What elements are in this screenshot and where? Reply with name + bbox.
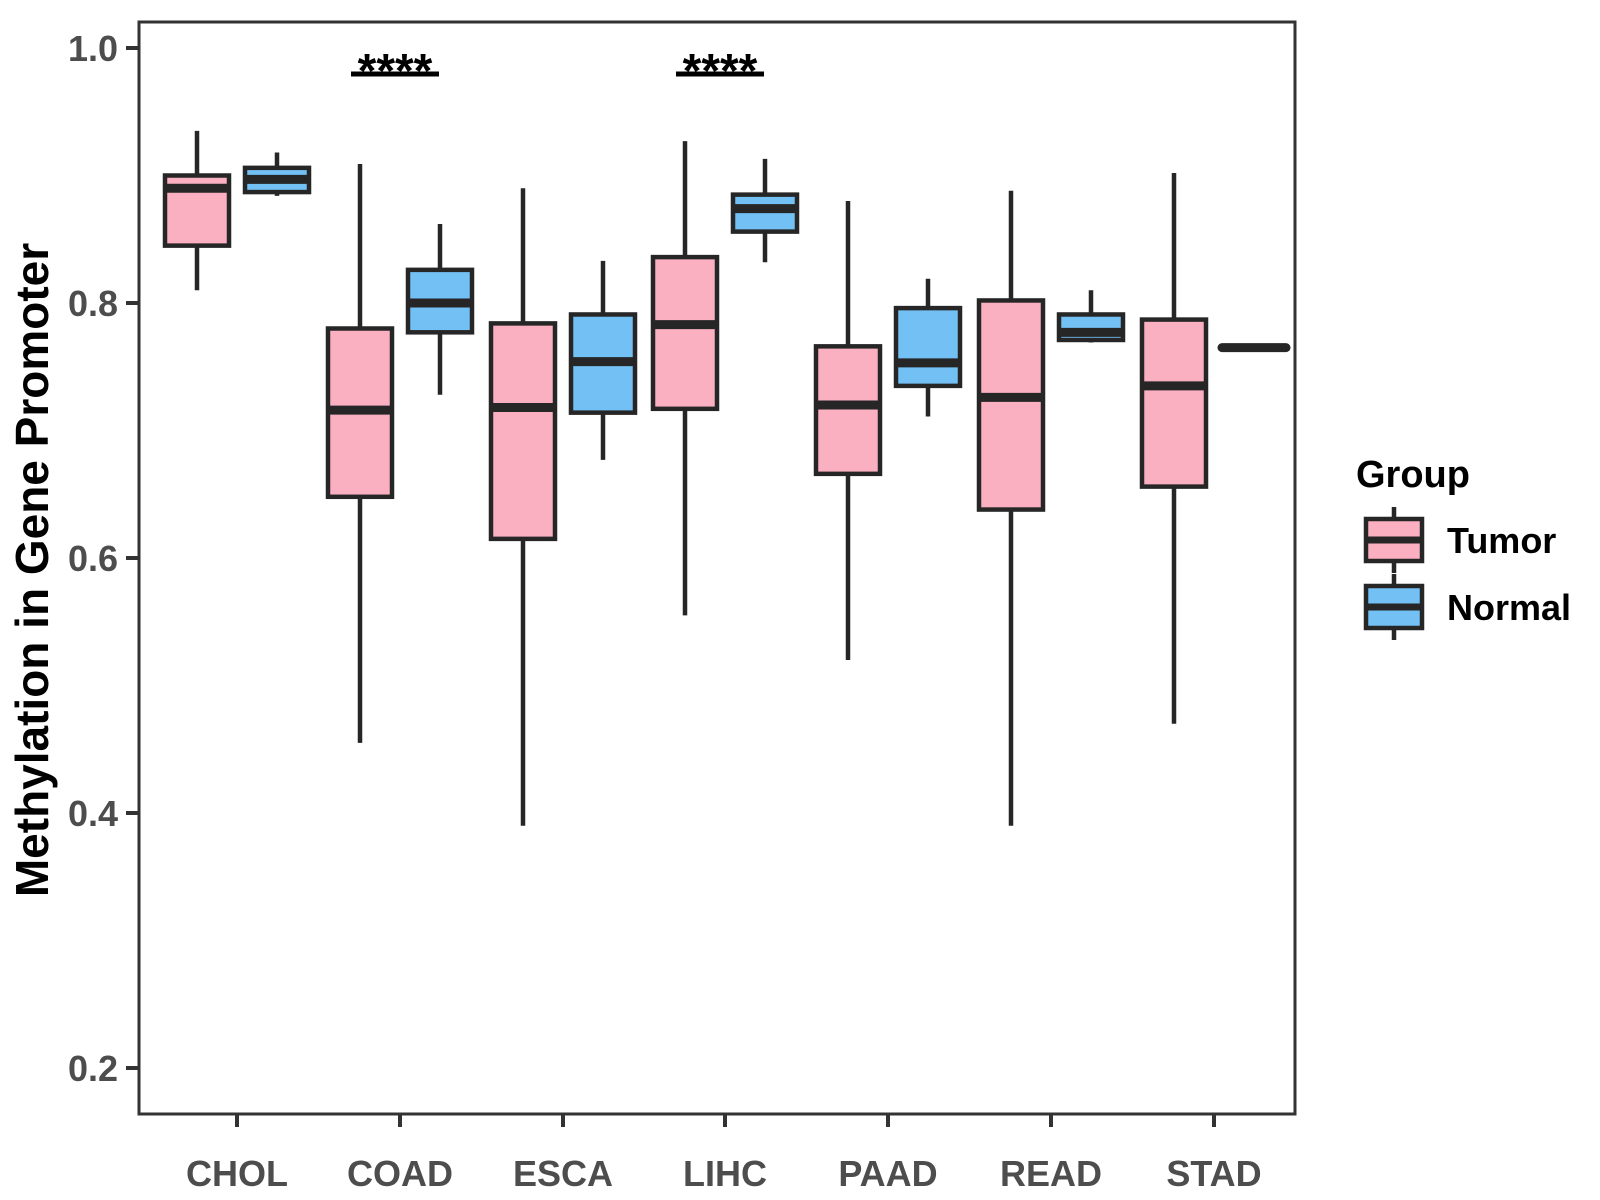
x-tick-label: STAD	[1166, 1153, 1261, 1194]
y-tick-label: 0.4	[68, 793, 118, 834]
x-tick-label: CHOL	[186, 1153, 288, 1194]
y-axis-title: Methylation in Gene Promoter	[6, 243, 58, 897]
y-tick-label: 0.2	[68, 1048, 118, 1089]
annotation-layer: **** ****	[351, 45, 764, 98]
box-PAAD-normal	[893, 305, 963, 389]
y-tick-label: 1.0	[68, 28, 118, 69]
legend-label-tumor: Tumor	[1447, 520, 1556, 561]
y-tick-label: 0.8	[68, 283, 118, 324]
legend-title: Group	[1356, 454, 1470, 496]
box-LIHC-tumor	[650, 254, 720, 412]
x-tick-label: ESCA	[513, 1153, 613, 1194]
x-tick-label: READ	[1000, 1153, 1102, 1194]
x-tick-label: COAD	[347, 1153, 453, 1194]
y-tick-label: 0.6	[68, 538, 118, 579]
box-STAD-tumor	[1139, 317, 1209, 489]
legend-layer: Group Tumor Normal	[1356, 454, 1571, 640]
x-tick-label: PAAD	[838, 1153, 937, 1194]
plot-panel-layer	[137, 20, 1297, 1116]
plot-panel	[137, 20, 1297, 1116]
boxplot-layer	[162, 130, 1291, 826]
box-READ-tumor	[976, 298, 1046, 512]
legend-label-normal: Normal	[1447, 587, 1571, 628]
x-tick-label: LIHC	[683, 1153, 767, 1194]
axes-layer: 1.0 0.8 0.6 0.4 0.2 CHOL COAD ESCA LIHC PAAD READ S…	[68, 28, 1262, 1194]
box-ESCA-tumor	[488, 321, 558, 542]
box-PAAD-tumor	[813, 344, 883, 477]
